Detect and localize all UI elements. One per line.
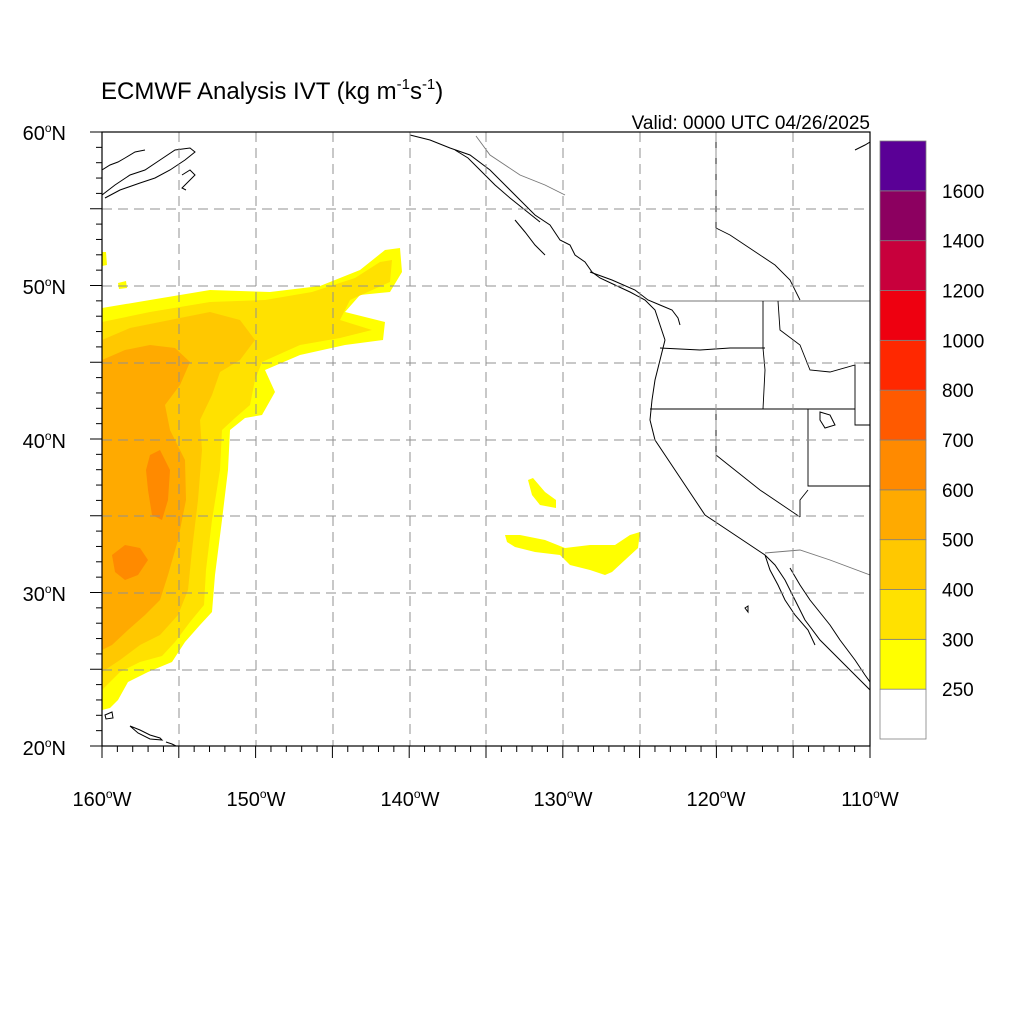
colorbar-swatch (879, 290, 927, 341)
ivt-250-patch-3 (102, 252, 107, 266)
political-borders (475, 132, 870, 576)
map-plot-area (102, 132, 870, 746)
colorbar-swatch (879, 439, 927, 491)
colorbar-label: 500 (942, 531, 974, 552)
valid-time-label: Valid: 0000 UTC 04/26/2025 (632, 113, 870, 134)
colorbar-swatch (879, 489, 927, 541)
axis-ticks (90, 131, 871, 758)
lon-label-160w: 160oW (73, 787, 132, 811)
colorbar-label: 700 (942, 431, 974, 452)
lon-label-110w: 110oW (841, 787, 899, 811)
lon-label-150w: 150oW (227, 787, 286, 811)
colorbar-label: 300 (942, 630, 974, 651)
lat-label-50n: 50oN (23, 275, 66, 299)
colorbar-label: 400 (942, 581, 974, 602)
map-title: ECMWF Analysis IVT (kg m-1s-1) (101, 76, 443, 105)
colorbar: 250 300 400 500 600 700 800 1000 1200 1400 1600 (879, 140, 984, 740)
lon-label-120w: 120oW (687, 787, 746, 811)
lon-axis-labels: 160oW 150oW 140oW 130oW 120oW 110oW (73, 787, 899, 811)
ivt-250-patch-4 (118, 281, 127, 289)
lat-label-60n: 60oN (23, 121, 66, 145)
lat-label-20n: 20oN (23, 736, 66, 760)
lon-label-130w: 130oW (534, 787, 593, 811)
coastlines (102, 134, 870, 746)
colorbar-label: 1200 (942, 282, 984, 303)
colorbar-label: 1000 (942, 331, 984, 352)
colorbar-swatch (879, 638, 927, 690)
colorbar-label: 250 (942, 680, 974, 701)
ivt-250-patch-1 (528, 478, 556, 508)
colorbar-swatch (879, 589, 927, 640)
colorbar-label: 1400 (942, 232, 984, 253)
ivt-600-region-2 (112, 545, 148, 580)
colorbar-swatch (879, 240, 927, 291)
colorbar-swatch (879, 688, 927, 740)
colorbar-label: 800 (942, 381, 974, 402)
gridlines (102, 132, 870, 746)
lat-label-40n: 40oN (23, 429, 66, 453)
lon-label-140w: 140oW (381, 787, 440, 811)
colorbar-swatch (879, 190, 927, 242)
lat-label-30n: 30oN (23, 582, 66, 606)
colorbar-swatch (879, 389, 927, 441)
colorbar-swatch (879, 339, 927, 391)
colorbar-swatch (879, 539, 927, 590)
lat-axis-labels: 20oN 30oN 40oN 50oN 60oN (23, 121, 66, 760)
ivt-250-patch-2 (505, 532, 640, 575)
colorbar-label: 600 (942, 481, 974, 502)
colorbar-swatch (879, 140, 927, 192)
ivt-600-region (146, 450, 170, 520)
colorbar-label: 1600 (942, 182, 984, 203)
